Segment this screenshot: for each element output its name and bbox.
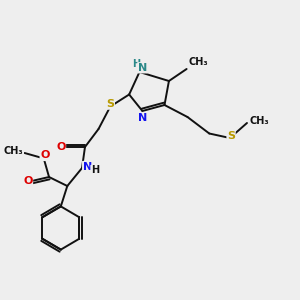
Text: O: O: [23, 176, 32, 186]
Text: H: H: [91, 165, 99, 176]
Text: CH₃: CH₃: [250, 116, 270, 126]
Text: S: S: [106, 99, 114, 109]
Text: N: N: [83, 161, 92, 172]
Text: S: S: [227, 131, 235, 141]
Text: N: N: [138, 112, 148, 123]
Text: H: H: [133, 58, 141, 69]
Text: O: O: [56, 142, 65, 152]
Text: N: N: [138, 63, 147, 73]
Text: CH₃: CH₃: [188, 57, 208, 67]
Text: CH₃: CH₃: [4, 146, 23, 157]
Text: O: O: [40, 150, 50, 161]
